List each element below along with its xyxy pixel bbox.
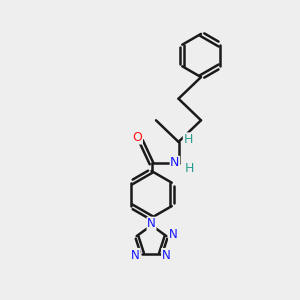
Text: N: N (169, 228, 177, 241)
Text: O: O (133, 131, 142, 144)
Text: N: N (170, 156, 180, 170)
Text: N: N (147, 217, 156, 230)
Text: H: H (183, 133, 193, 146)
Text: H: H (184, 162, 194, 176)
Text: N: N (131, 248, 140, 262)
Text: N: N (162, 248, 170, 262)
